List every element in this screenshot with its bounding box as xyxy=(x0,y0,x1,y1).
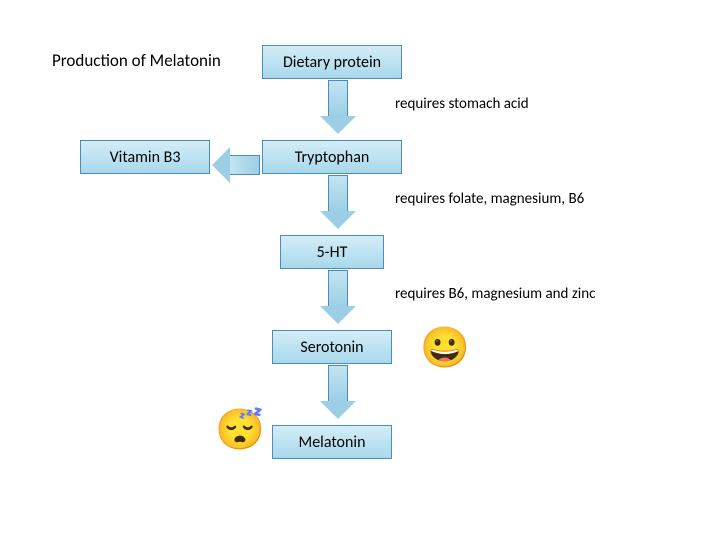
arrow-tryptophan-to-b3 xyxy=(212,147,260,183)
annotation-b6-mg-zinc: requires B6, magnesium and zinc xyxy=(395,285,595,303)
node-tryptophan: Tryptophan xyxy=(262,140,402,174)
arrow-protein-to-tryptophan xyxy=(320,80,356,134)
annotation-stomach-acid: requires stomach acid xyxy=(395,95,529,113)
node-5ht: 5-HT xyxy=(280,235,384,269)
arrow-serotonin-to-melatonin xyxy=(320,365,356,419)
node-serotonin: Serotonin xyxy=(272,330,392,364)
node-dietary-protein: Dietary protein xyxy=(262,45,402,79)
arrow-tryptophan-to-5ht xyxy=(320,175,356,229)
arrow-5ht-to-serotonin xyxy=(320,270,356,324)
happy-emoji-icon: 😀 xyxy=(420,328,470,368)
node-vitamin-b3: Vitamin B3 xyxy=(80,140,210,174)
node-melatonin: Melatonin xyxy=(272,425,392,459)
diagram-title: Production of Melatonin xyxy=(52,50,221,71)
annotation-folate-mg-b6: requires folate, magnesium, B6 xyxy=(395,190,584,208)
sleepy-emoji-icon: 😴 xyxy=(215,410,265,450)
